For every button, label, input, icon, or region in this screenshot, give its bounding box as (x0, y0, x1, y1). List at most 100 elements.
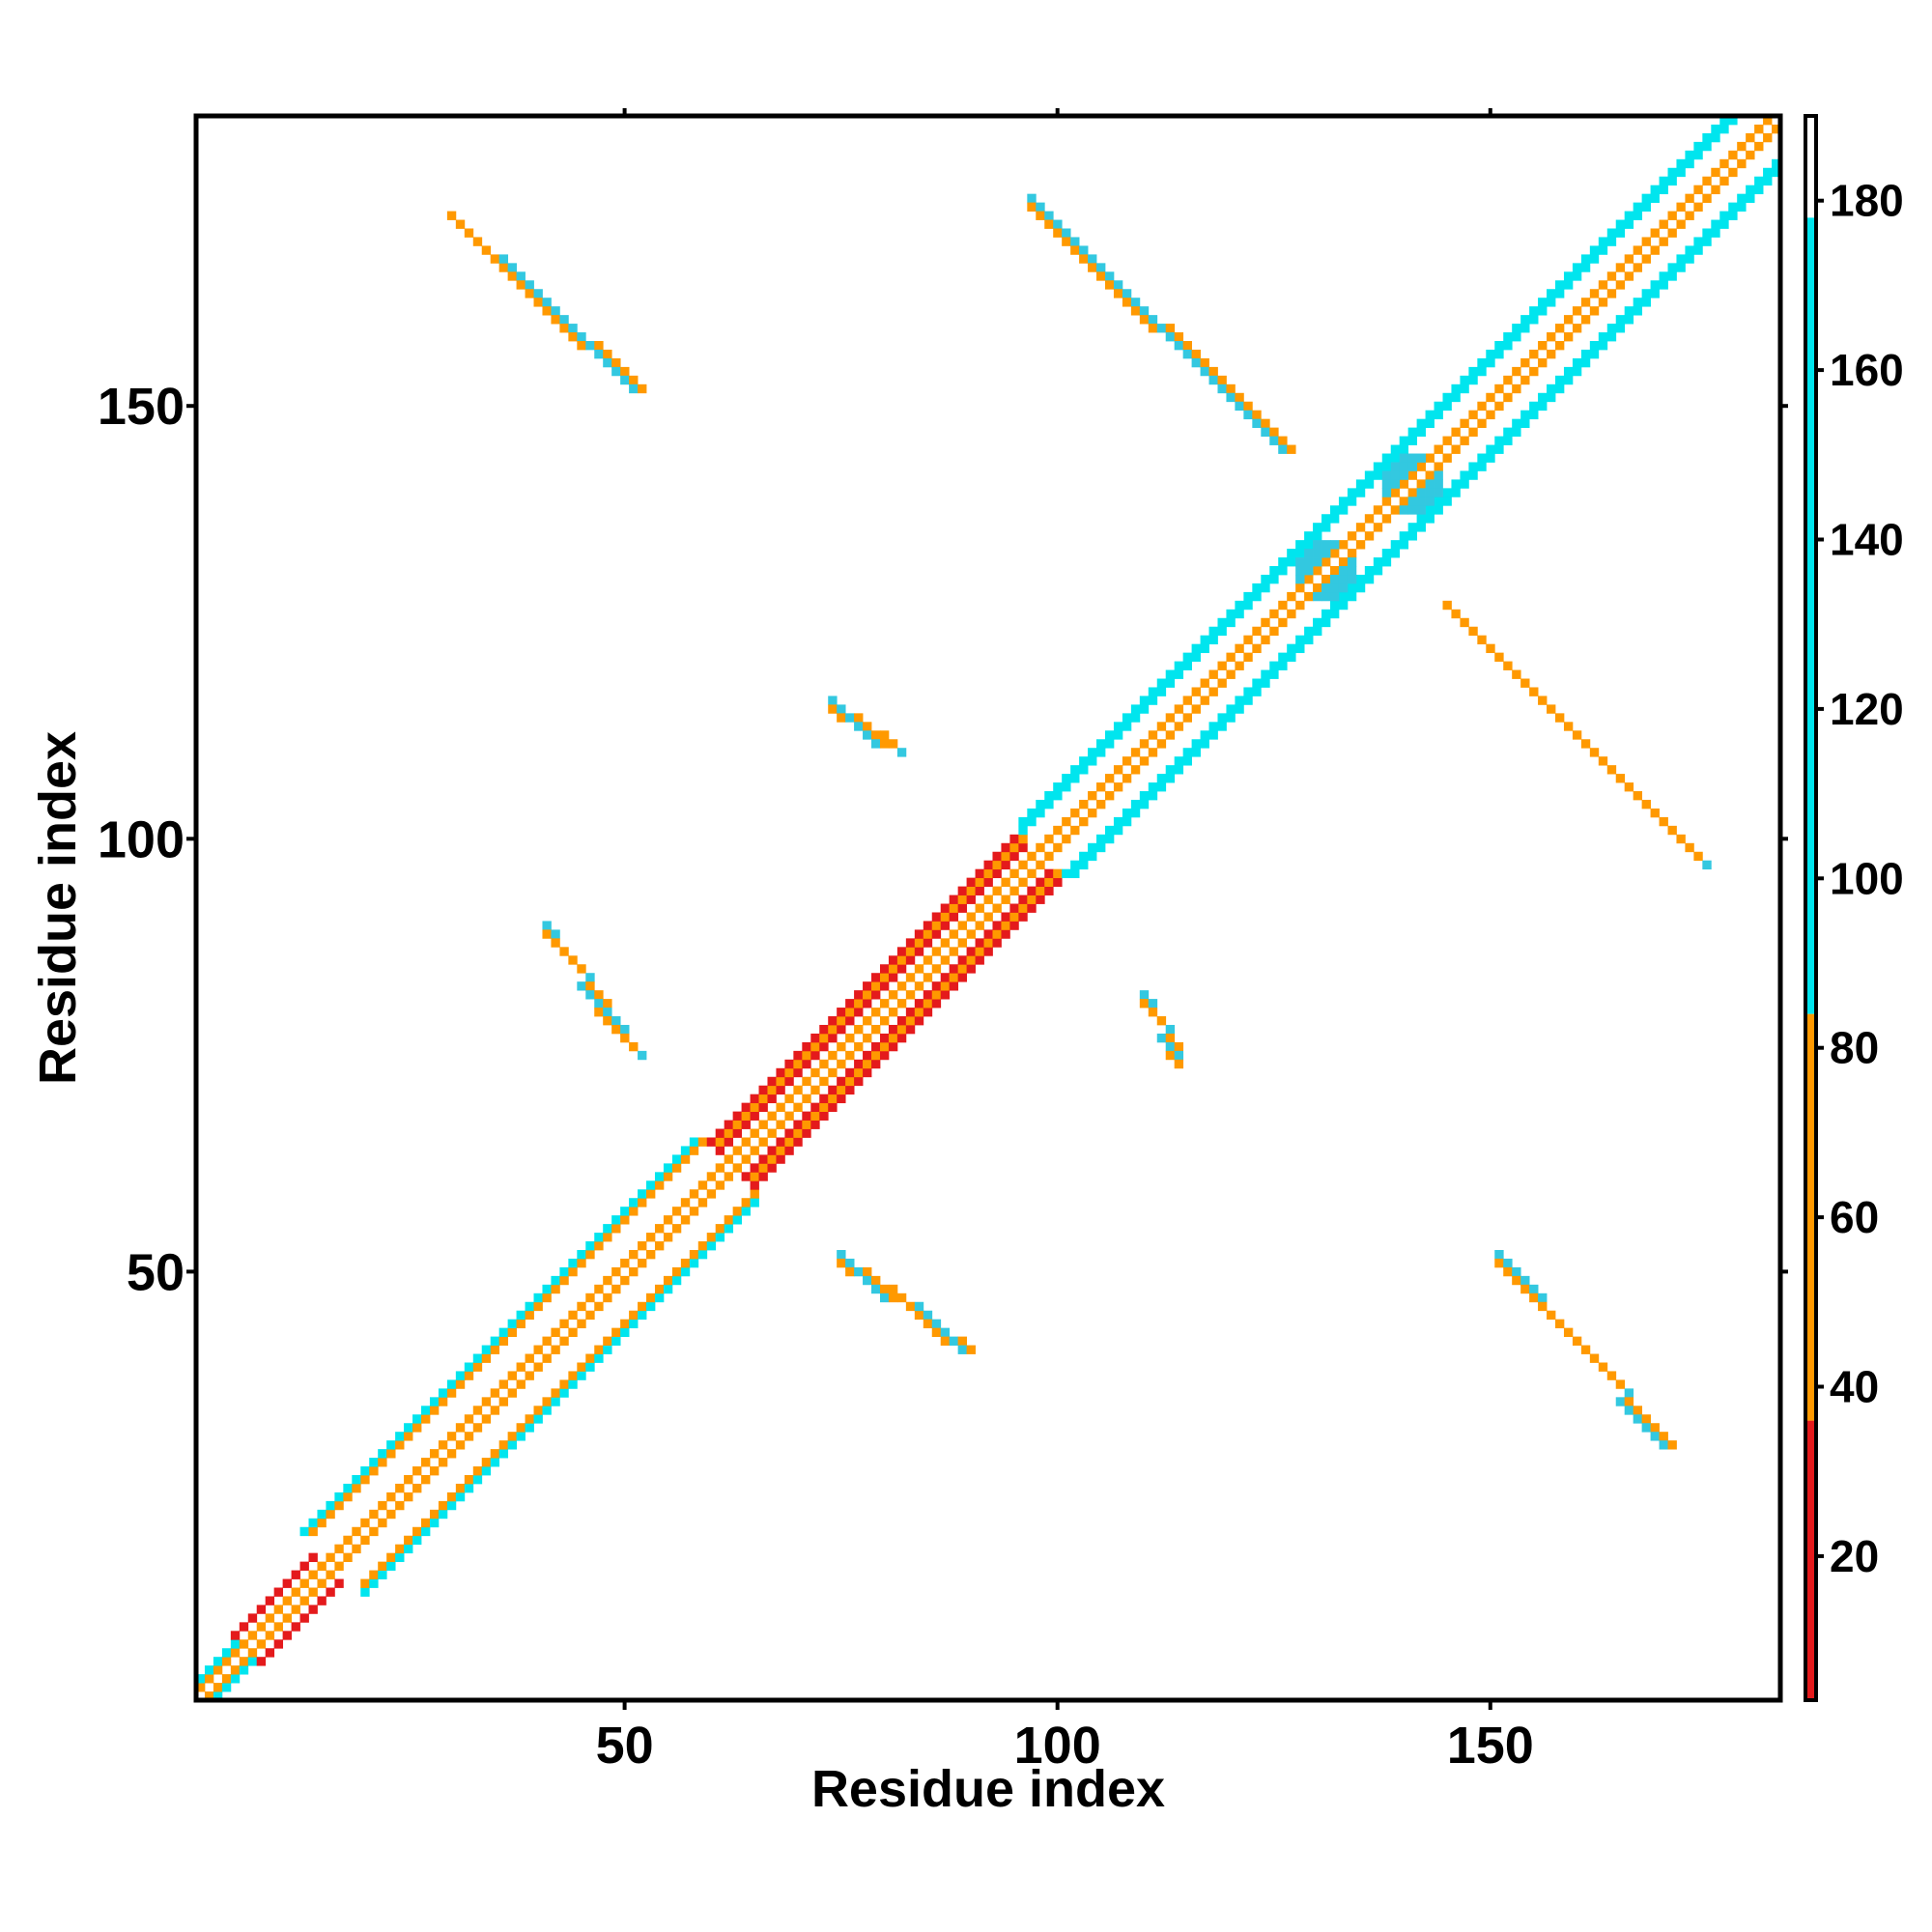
heatmap-cell (871, 1008, 881, 1017)
heatmap-cell (1027, 193, 1037, 204)
heatmap-cell (1062, 868, 1071, 879)
heatmap-cell (343, 1483, 353, 1493)
heatmap-cell (1321, 617, 1331, 628)
heatmap-cell (1529, 315, 1539, 325)
heatmap-cell (1027, 202, 1037, 212)
heatmap-cell (758, 1102, 768, 1112)
heatmap-cell (879, 1033, 890, 1043)
heatmap-cell (1338, 497, 1349, 506)
heatmap-cell (1191, 687, 1201, 696)
heatmap-cell (784, 1146, 794, 1155)
heatmap-cell (1460, 479, 1469, 489)
heatmap-cell (1711, 228, 1720, 238)
heatmap-cell (1460, 470, 1469, 480)
heatmap-cell (438, 1440, 448, 1450)
heatmap-cell (715, 1163, 725, 1173)
heatmap-cell (1512, 332, 1521, 342)
heatmap-cell (854, 722, 864, 731)
heatmap-cell (966, 947, 976, 956)
heatmap-cell (879, 1041, 890, 1052)
heatmap-cell (1685, 158, 1694, 169)
heatmap-cell (758, 1154, 768, 1164)
y-tick-label: 100 (98, 810, 185, 868)
heatmap-cell (750, 1198, 759, 1208)
heatmap-cell (949, 912, 959, 922)
heatmap-cell (525, 1423, 534, 1433)
heatmap-cell (1719, 211, 1729, 220)
heatmap-cell (1538, 357, 1548, 368)
heatmap-cell (810, 1033, 820, 1043)
heatmap-cell (1606, 332, 1617, 342)
heatmap-cell (1036, 799, 1045, 810)
heatmap-cell (1529, 410, 1539, 420)
heatmap-cell (767, 1076, 777, 1087)
heatmap-cell (1554, 324, 1565, 333)
heatmap-cell (646, 1180, 656, 1190)
heatmap-cell (940, 990, 951, 1000)
heatmap-cell (594, 1008, 604, 1017)
heatmap-cell (620, 375, 630, 385)
heatmap-cell (594, 349, 604, 359)
heatmap-cell (750, 1128, 759, 1138)
heatmap-cell (256, 1605, 267, 1614)
heatmap-cell (819, 1024, 829, 1035)
heatmap-cell (1122, 774, 1132, 783)
heatmap-cell (1044, 851, 1054, 862)
heatmap-cell (983, 947, 993, 956)
heatmap-cell (1226, 713, 1236, 723)
heatmap-cell (1191, 739, 1201, 749)
heatmap-cell (551, 1388, 560, 1398)
heatmap-cell (1494, 401, 1504, 412)
heatmap-cell (378, 1449, 387, 1459)
heatmap-cell (498, 1327, 509, 1337)
heatmap-cell (949, 929, 959, 939)
heatmap-cell (1407, 505, 1417, 515)
heatmap-cell (638, 1189, 647, 1199)
heatmap-cell (1641, 799, 1651, 810)
heatmap-cell (1113, 280, 1123, 290)
heatmap-cell (1416, 462, 1426, 471)
heatmap-cell (1036, 808, 1045, 818)
heatmap-cell (1009, 921, 1019, 930)
heatmap-cell (334, 1500, 344, 1511)
heatmap-cell (204, 1674, 214, 1684)
heatmap-cell (577, 341, 586, 351)
heatmap-cell (490, 1388, 500, 1398)
heatmap-cell (1130, 713, 1141, 723)
heatmap-cell (429, 1518, 440, 1528)
heatmap-cell (724, 1128, 734, 1138)
heatmap-cell (213, 1691, 223, 1701)
heatmap-cell (1139, 990, 1150, 1000)
heatmap-cell (1226, 652, 1236, 662)
heatmap-cell (1563, 1327, 1574, 1337)
heatmap-cell (1070, 860, 1080, 870)
heatmap-cell (923, 1310, 933, 1321)
heatmap-cell (1399, 444, 1409, 454)
heatmap-cell (360, 1578, 370, 1588)
heatmap-cell (1589, 245, 1600, 255)
heatmap-cell (1200, 635, 1209, 645)
heatmap-cell (767, 1146, 777, 1155)
heatmap-cell (1676, 167, 1686, 178)
heatmap-cell (1329, 505, 1340, 515)
heatmap-cell (1235, 704, 1244, 714)
heatmap-cell (230, 1631, 241, 1640)
heatmap-cell (1347, 566, 1357, 576)
heatmap-cell (455, 1371, 466, 1380)
heatmap-cell (776, 1076, 785, 1087)
heatmap-cell (793, 1085, 803, 1095)
heatmap-cell (603, 1336, 612, 1346)
heatmap-cell (1174, 661, 1184, 670)
heatmap-cell (611, 1284, 621, 1294)
heatmap-cell (395, 1432, 405, 1441)
heatmap-cell (888, 1024, 898, 1035)
heatmap-cell (1399, 462, 1409, 471)
heatmap-cell (1208, 366, 1218, 377)
heatmap-cell (1520, 410, 1530, 420)
heatmap-cell (221, 1648, 232, 1658)
heatmap-cell (1338, 557, 1349, 567)
heatmap-cell (577, 332, 586, 342)
heatmap-cell (706, 1137, 717, 1147)
heatmap-cell (957, 895, 967, 904)
heatmap-cell (446, 1388, 457, 1398)
